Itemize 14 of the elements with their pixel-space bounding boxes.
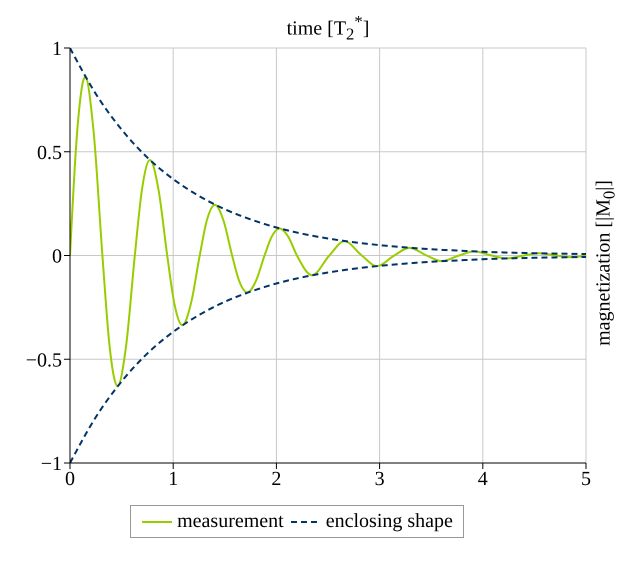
x-tick-label: 2 — [271, 468, 282, 490]
y-tick-label: 0.5 — [37, 142, 62, 164]
line-series — [70, 76, 586, 388]
legend-label: enclosing shape — [324, 510, 453, 533]
y-tick-label: 1 — [52, 38, 62, 60]
x-axis-title: time [T$_{2}$$^{*}$] — [286, 12, 370, 45]
y-tick-label: 0 — [52, 246, 62, 268]
y-tick-label: −1 — [40, 453, 62, 476]
y-tick-label: −0.5 — [26, 349, 62, 372]
x-tick-label: 4 — [478, 468, 488, 490]
legend-label: measurement — [176, 510, 284, 533]
x-tick-label: 5 — [581, 468, 591, 490]
x-tick-label: 1 — [168, 468, 178, 490]
x-tick-label: 3 — [374, 468, 385, 490]
